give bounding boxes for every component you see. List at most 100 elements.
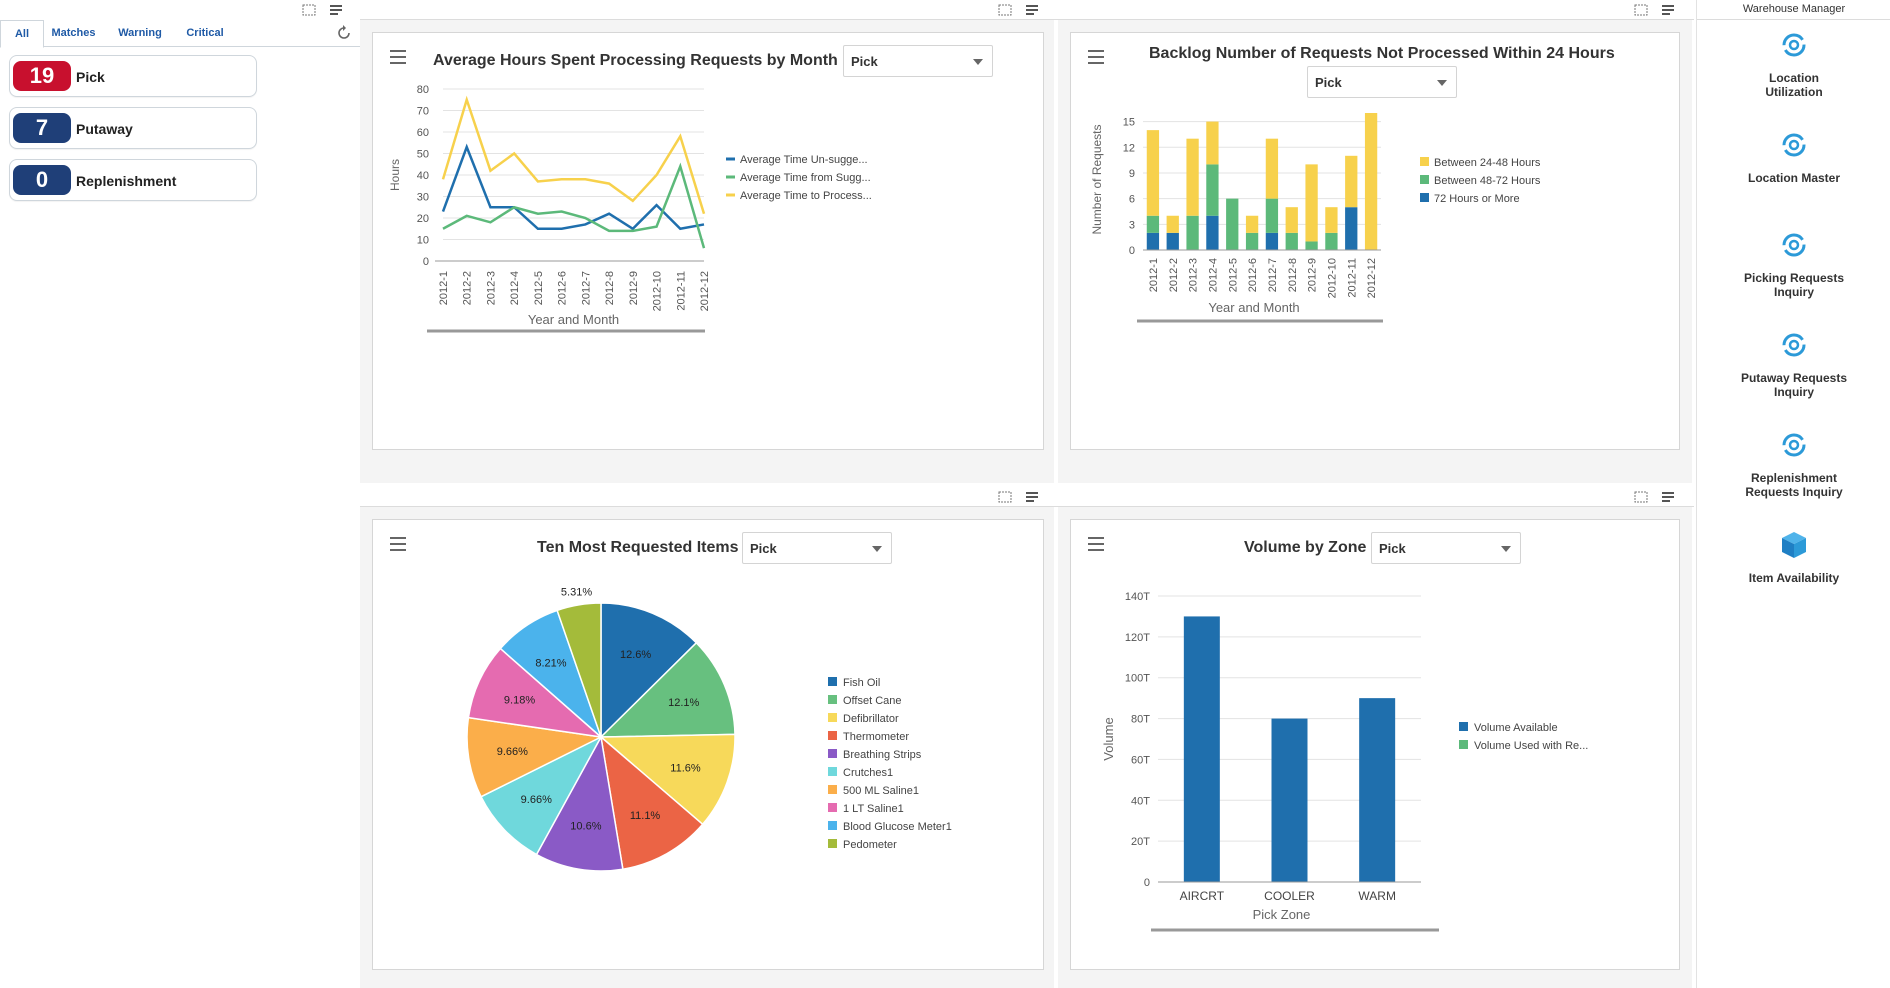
springboard-pane: Warehouse Manager Location Utilization L… xyxy=(1696,0,1890,988)
panel-backlog: Backlog Number of Requests Not Processed… xyxy=(1070,32,1680,450)
x-tick-label: 2012-2 xyxy=(462,271,474,305)
filter-dropdown[interactable]: Pick xyxy=(742,532,892,564)
watchlist-label: Putaway xyxy=(76,121,133,137)
dropdown-value: Pick xyxy=(1379,541,1406,556)
bar-segment xyxy=(1345,207,1358,250)
bar-chart: 0 20T 40T 60T 80T 100T 120T 140T AIRCRT COOLER WAR… xyxy=(1101,591,1588,932)
y-tick-label: 0 xyxy=(1129,245,1135,257)
y-axis-title: Hours xyxy=(388,159,402,191)
legend-swatch xyxy=(828,821,837,830)
watchlist-item-pick[interactable]: 19 Pick xyxy=(9,55,257,97)
y-tick-label: 60T xyxy=(1131,754,1150,766)
watchlist-label: Pick xyxy=(76,69,105,85)
panel-title: Average Hours Spent Processing Requests … xyxy=(433,52,838,69)
y-tick-label: 0 xyxy=(423,256,429,268)
slice-label: 10.6% xyxy=(570,821,601,833)
x-tick-label: 2012-5 xyxy=(533,271,545,305)
expand-icon[interactable] xyxy=(1634,490,1648,503)
springboard-item-putaway-requests[interactable]: Putaway Requests Inquiry xyxy=(1697,330,1890,399)
springboard-item-picking-requests[interactable]: Picking Requests Inquiry xyxy=(1697,230,1890,299)
pie-slice xyxy=(599,641,736,738)
edit-icon[interactable] xyxy=(1662,490,1676,502)
bar-segment xyxy=(1245,215,1259,233)
edit-icon[interactable] xyxy=(1662,3,1676,15)
pie-slice xyxy=(556,602,602,738)
slice-label: 9.66% xyxy=(521,794,552,806)
y-tick-label: 6 xyxy=(1129,194,1135,206)
springboard-item-location-master[interactable]: Location Master xyxy=(1697,130,1890,185)
refresh-gear-icon xyxy=(1782,33,1806,57)
tab-warning[interactable]: Warning xyxy=(118,27,162,39)
series-line xyxy=(442,162,706,249)
springboard-item-replenishment-requests[interactable]: Replenishment Requests Inquiry xyxy=(1697,430,1890,499)
expand-icon[interactable] xyxy=(998,3,1012,16)
tab-critical[interactable]: Critical xyxy=(186,27,224,39)
pie-slice xyxy=(467,647,604,739)
pie-slice xyxy=(535,734,624,872)
y-axis-title: Volume xyxy=(1101,717,1116,760)
x-axis-title: Year and Month xyxy=(1208,300,1299,315)
x-tick-label: 2012-4 xyxy=(1207,258,1219,292)
filter-dropdown[interactable]: Pick xyxy=(843,45,993,77)
edit-icon[interactable] xyxy=(1026,3,1040,15)
y-tick-label: 100T xyxy=(1125,673,1150,685)
springboard-label: Replenishment Requests Inquiry xyxy=(1745,471,1843,499)
y-tick-label: 9 xyxy=(1129,168,1135,180)
menu-icon[interactable] xyxy=(1088,50,1104,64)
legend-swatch xyxy=(828,749,837,758)
cube-icon xyxy=(1782,532,1806,558)
x-tick-label: 2012-12 xyxy=(699,271,711,311)
x-tick-label: 2012-10 xyxy=(652,271,664,311)
legend-swatch xyxy=(1420,193,1429,202)
legend-swatch xyxy=(1420,175,1429,184)
bar-segment xyxy=(1325,232,1338,250)
slice-label: 12.6% xyxy=(620,649,651,661)
bar-segment xyxy=(1206,215,1219,250)
bar-segment xyxy=(1206,121,1219,165)
x-tick-label: 2012-11 xyxy=(1346,258,1358,298)
divider xyxy=(360,19,1694,20)
tab-matches[interactable]: Matches xyxy=(51,27,96,39)
y-tick-label: 70 xyxy=(417,106,429,118)
slice-label: 12.1% xyxy=(668,697,699,709)
watchlist-tabs: All Matches Warning Critical xyxy=(0,20,360,48)
x-tick-label: 2012-5 xyxy=(1227,258,1239,292)
bar-segment xyxy=(1146,215,1160,233)
refresh-icon[interactable] xyxy=(336,25,352,41)
springboard-item-item-availability[interactable]: Item Availability xyxy=(1697,530,1890,585)
legend-swatch xyxy=(828,695,837,704)
bar-segment xyxy=(1285,232,1298,250)
watchlist-item-replenishment[interactable]: 0 Replenishment xyxy=(9,159,257,201)
menu-icon[interactable] xyxy=(1088,537,1104,551)
edit-icon[interactable] xyxy=(1026,490,1040,502)
slice-label: 9.18% xyxy=(504,694,535,706)
expand-icon[interactable] xyxy=(998,490,1012,503)
menu-icon[interactable] xyxy=(390,50,406,64)
filter-dropdown[interactable]: Pick xyxy=(1307,66,1457,98)
legend-swatch xyxy=(1420,157,1429,166)
springboard-item-location-utilization[interactable]: Location Utilization xyxy=(1697,30,1890,99)
refresh-gear-icon xyxy=(1782,433,1806,457)
panel-volume-zone: Volume by Zone Pick 0 20T 40T 60T 80T 100T 120… xyxy=(1070,519,1680,970)
springboard-label: Item Availability xyxy=(1748,571,1840,585)
legend-label: Offset Cane xyxy=(843,695,902,707)
menu-icon[interactable] xyxy=(390,537,406,551)
filter-dropdown[interactable]: Pick xyxy=(1371,532,1521,564)
y-tick-label: 3 xyxy=(1129,219,1135,231)
y-tick-label: 20T xyxy=(1131,836,1150,848)
bar xyxy=(1183,616,1220,882)
x-axis-title: Pick Zone xyxy=(1253,907,1311,922)
expand-icon[interactable] xyxy=(302,3,316,16)
y-tick-label: 20 xyxy=(417,213,429,225)
x-tick-label: 2012-9 xyxy=(628,271,640,305)
expand-icon[interactable] xyxy=(1634,3,1648,16)
watchlist-item-putaway[interactable]: 7 Putaway xyxy=(9,107,257,149)
y-tick-label: 30 xyxy=(417,192,429,204)
x-tick-label: 2012-7 xyxy=(1267,258,1279,292)
springboard-label: Location Utilization xyxy=(1765,71,1823,99)
edit-icon[interactable] xyxy=(330,3,344,15)
slice-label: 5.31% xyxy=(561,587,592,599)
x-tick-label: WARM xyxy=(1358,889,1396,903)
refresh-gear-icon xyxy=(1782,233,1806,257)
tab-all[interactable]: All xyxy=(0,20,44,48)
